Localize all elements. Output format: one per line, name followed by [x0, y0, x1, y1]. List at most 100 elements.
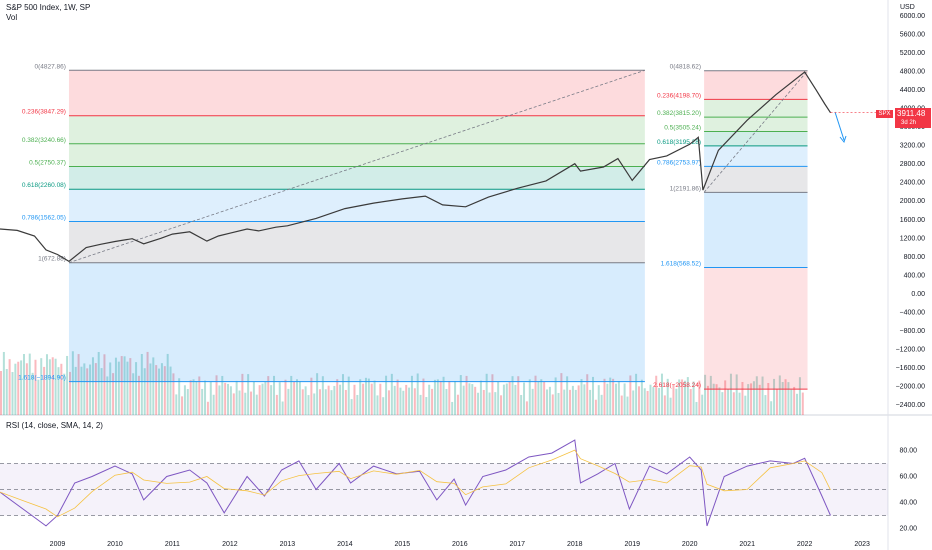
volume-bar [471, 384, 474, 415]
volume-bar [370, 383, 373, 415]
volume-bar [732, 392, 735, 415]
volume-bar [606, 383, 609, 415]
volume-bar [336, 379, 339, 415]
volume-bar [22, 354, 25, 415]
volume-bar [25, 363, 28, 415]
volume-bar [546, 389, 549, 415]
volume-bar [20, 360, 23, 415]
fib-left-level-label: 0.236(3847.29) [22, 109, 66, 116]
volume-bar [448, 381, 451, 415]
fib-left-level-label: 0.618(2260.08) [22, 182, 66, 189]
price-axis-tick: −400.00 [900, 309, 926, 316]
volume-bar [146, 351, 149, 415]
volume-bar [597, 385, 600, 415]
volume-bar [186, 389, 189, 415]
volume-bar [293, 381, 296, 415]
volume-bar [183, 385, 186, 415]
volume-bar [166, 353, 169, 415]
volume-bar [158, 368, 161, 415]
fib-right-zone [704, 267, 808, 390]
volume-bar [494, 392, 497, 415]
volume-bar [74, 366, 77, 415]
fib-right-level-label: 0(4818.62) [670, 64, 701, 71]
volume-bar [505, 383, 508, 415]
volume-bar [439, 380, 442, 415]
price-axis-tick: 5200.00 [900, 50, 925, 57]
volume-bar [614, 383, 617, 415]
volume-bar [755, 376, 758, 415]
fib-right-level-label: 0.786(2753.97) [657, 159, 701, 166]
volume-bar [459, 375, 462, 415]
volume-bar [649, 384, 652, 415]
volume-bar [712, 383, 715, 415]
fib-left-level-label: 0.786(1562.05) [22, 215, 66, 222]
volume-bar [491, 374, 494, 415]
volume-bar [454, 380, 457, 415]
volume-bar [704, 374, 707, 415]
volume-bar [436, 379, 439, 415]
rsi-axis-tick: 80.00 [899, 448, 917, 455]
volume-bar [287, 388, 290, 415]
fib-left-zone [68, 70, 645, 116]
price-axis-tick: −800.00 [900, 328, 926, 335]
volume-bar [517, 376, 520, 415]
volume-bar [784, 379, 787, 415]
volume-bar [137, 375, 140, 415]
fib-left-level-label: 1(672.88) [38, 256, 66, 263]
volume-bar [264, 382, 267, 415]
chart-title: S&P 500 Index, 1W, SP [6, 3, 91, 12]
volume-bar [327, 385, 330, 415]
volume-bar [752, 381, 755, 415]
volume-bar [169, 366, 172, 415]
price-axis-tick: 2800.00 [900, 161, 925, 168]
volume-bar [721, 392, 724, 415]
volume-bar [474, 386, 477, 415]
volume-bar [635, 373, 638, 415]
volume-bar [318, 389, 321, 415]
volume-bar [307, 395, 310, 415]
time-axis-tick: 2012 [222, 541, 238, 548]
volume-bar [221, 375, 224, 415]
volume-bar [284, 379, 287, 415]
volume-bar [385, 375, 388, 415]
volume-bar [60, 363, 63, 415]
volume-bar [206, 401, 209, 415]
volume-bar [689, 389, 692, 415]
projection-arrow [834, 111, 845, 141]
volume-bar [497, 381, 500, 415]
trend-line-right [703, 70, 808, 193]
volume-bar [643, 388, 646, 415]
volume-bar [232, 393, 235, 415]
volume-bar [660, 373, 663, 415]
volume-bar [580, 379, 583, 415]
volume-bar [123, 356, 126, 415]
volume-bar [775, 388, 778, 415]
volume-bar [681, 379, 684, 415]
volume-bar [192, 379, 195, 415]
volume-bar [658, 387, 661, 415]
volume-bar [445, 388, 448, 415]
volume-bar [431, 388, 434, 415]
volume-bar [652, 387, 655, 415]
volume-bar [678, 379, 681, 415]
volume-bar [485, 373, 488, 415]
volume-bar [364, 377, 367, 415]
volume-bar [163, 366, 166, 415]
volume-bar [362, 383, 365, 415]
volume-bar [117, 361, 120, 415]
volume-bar [612, 378, 615, 415]
volume-bar [71, 351, 74, 415]
volume-bar [324, 389, 327, 415]
volume-bar [551, 394, 554, 415]
volume-bar [247, 374, 250, 415]
fib-right-zone [704, 131, 808, 146]
volume-bar [11, 372, 14, 415]
volume-bar [548, 386, 551, 415]
volume-bar [534, 375, 537, 415]
volume-bar [479, 380, 482, 415]
fib-right-zone [704, 192, 808, 268]
rsi-line [0, 439, 831, 527]
volume-bar [623, 383, 626, 415]
time-axis-tick: 2016 [452, 541, 468, 548]
